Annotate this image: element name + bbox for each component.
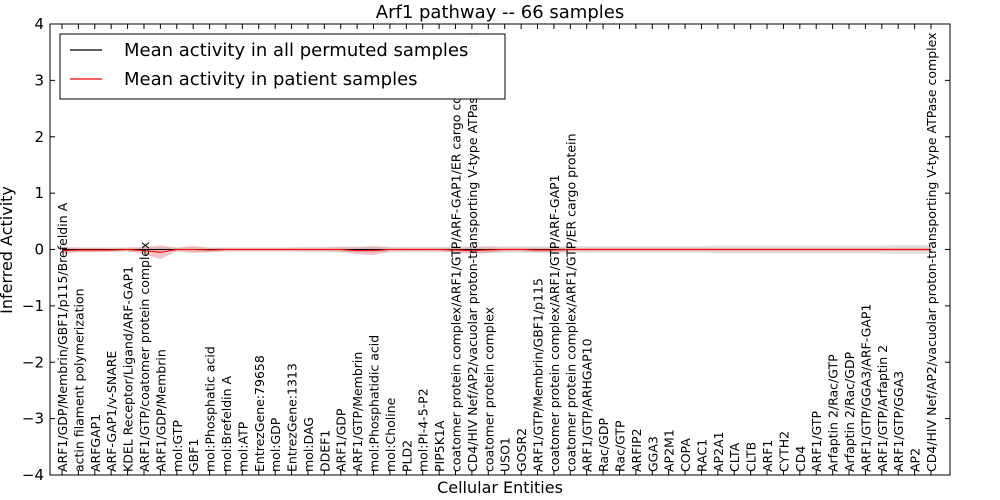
x-tick-label: coatomer protein complex/ARF1/GTP/ARF-GA… [449, 58, 464, 472]
band-series-1 [62, 245, 931, 260]
x-tick-label: GOSR2 [514, 428, 529, 472]
x-tick-label: mol:GTP [170, 420, 185, 472]
x-tick-label: Rac/GTP [612, 420, 627, 472]
y-tick-label: −2 [22, 353, 44, 371]
x-tick-label: coatomer protein complex/ARF1/GTP/ARF-GA… [547, 174, 562, 472]
x-tick-label: COPA [678, 438, 693, 472]
x-tick-label: mol:Phosphatic acid [203, 346, 218, 472]
y-axis-label: Inferred Activity [0, 186, 16, 314]
y-axis-ticks: 4 3 2 1 0 −1 −2 −3 −4 [22, 15, 950, 484]
y-tick-label: −1 [22, 297, 44, 315]
x-tick-label: ARF-GAP1/v-SNARE [104, 351, 119, 472]
x-tick-label: ARF1/GTP/GGA3/ARF-GAP1 [858, 304, 873, 472]
x-tick-label: coatomer protein complex/ARF1/GTP/ER car… [563, 133, 578, 472]
y-tick-label: 4 [34, 15, 44, 33]
x-tick-label: PLD2 [399, 440, 414, 472]
x-tick-label: AP2A1 [711, 431, 726, 472]
x-tick-label: mol:Phosphatidic acid [367, 335, 382, 472]
x-tick-label: DDEF1 [317, 430, 332, 472]
x-tick-label: USO1 [498, 437, 513, 472]
x-tick-label: AP2 [908, 448, 923, 472]
x-tick-label: AP2M1 [662, 429, 677, 472]
x-tick-label: coatomer protein complex [481, 307, 496, 472]
x-tick-label: ARF1/GTP/Membrin [350, 352, 365, 472]
x-tick-label: EntrezGene:1313 [285, 363, 300, 472]
y-tick-label: 2 [34, 128, 44, 146]
x-tick-label: mol:Brefeldin A [219, 375, 234, 472]
x-tick-label: Rac/GDP [596, 418, 611, 472]
x-tick-label: mol:GDP [268, 417, 283, 472]
x-tick-label: ARFGAP1 [88, 414, 103, 472]
x-axis-label: Cellular Entities [437, 478, 563, 497]
x-tick-label: CD4 [793, 446, 808, 472]
x-tick-label: CLTA [727, 442, 742, 472]
x-tick-label: ARF1/GDP/Membrin/GBF1/p115/Brefeldin A [55, 202, 70, 472]
x-tick-label: mol:ATP [235, 421, 250, 472]
x-tick-label: ARFIP2 [629, 428, 644, 472]
y-tick-label: −4 [22, 466, 44, 484]
x-tick-label: EntrezGene:79658 [252, 355, 267, 472]
x-tick-label: ARF1/GTP/GGA3 [891, 371, 906, 472]
x-tick-label: CYTH2 [776, 431, 791, 472]
legend-box [59, 33, 506, 100]
x-tick-label: ARF1/GDP/Membrin [153, 349, 168, 472]
x-tick-label: RAC1 [694, 439, 709, 472]
x-tick-label: mol:PI-4-5-P2 [416, 388, 431, 472]
series-lines [61, 248, 931, 253]
uncertainty-bands [62, 244, 931, 260]
x-tick-label: GBF1 [186, 439, 201, 472]
chart-title: Arf1 pathway -- 66 samples [376, 2, 624, 23]
x-tick-label: KDEL Receptor/Ligand/ARF-GAP1 [121, 266, 136, 472]
legend-label-patient: Mean activity in patient samples [124, 69, 418, 90]
x-tick-label: ARF1/GTP/Membrin/GBF1/p115 [530, 278, 545, 472]
y-tick-label: 1 [34, 184, 44, 202]
legend-label-permuted: Mean activity in all permuted samples [124, 40, 468, 61]
x-tick-label: PIP5K1A [432, 420, 447, 472]
x-tick-label: ARF1/GTP/coatomer protein complex [137, 242, 152, 472]
legend: Mean activity in all permuted samples Me… [59, 33, 506, 100]
x-tick-label: Arfaptin 2/Rac/GTP [826, 354, 841, 472]
x-tick-label: mol:DAG [301, 417, 316, 472]
x-tick-label: ARF1/GTP [809, 411, 824, 472]
x-tick-label: actin filament polymerization [71, 288, 86, 472]
y-tick-label: 0 [34, 241, 44, 259]
x-tick-label: CD4/HIV Nef/AP2/vacuolar proton-transpor… [924, 33, 939, 473]
x-tick-label: ARF1/GTP/ARHGAP10 [580, 338, 595, 472]
y-tick-label: −3 [22, 410, 44, 428]
x-tick-label: ARF1 [760, 440, 775, 472]
x-tick-label: CLTB [744, 442, 759, 472]
x-tick-label: Arfaptin 2/Rac/GDP [842, 351, 857, 472]
x-tick-label: GGA3 [645, 436, 660, 472]
line-series-1 [61, 248, 931, 253]
x-tick-label: ARF1/GTP/Arfaptin 2 [875, 345, 890, 472]
x-tick-label: mol:Choline [383, 397, 398, 472]
y-tick-label: 3 [34, 71, 44, 89]
x-tick-label: ARF1/GDP [334, 408, 349, 472]
x-tick-label: CD4/HIV Nef/AP2/vacuolar proton-transpor… [465, 33, 480, 472]
